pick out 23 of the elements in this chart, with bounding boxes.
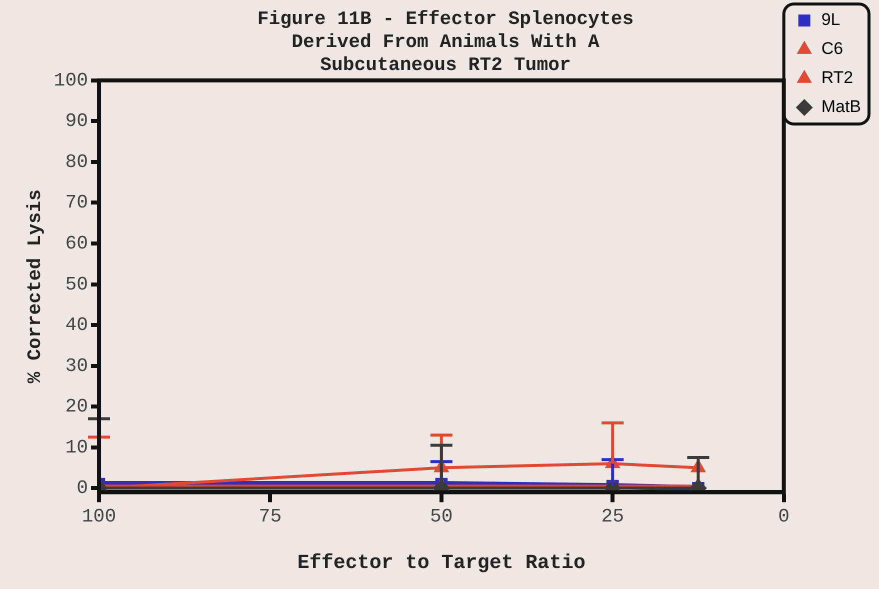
legend-label: MatB (821, 97, 862, 116)
y-tick-label: 40 (65, 314, 88, 336)
x-tick-label: 75 (258, 506, 282, 528)
x-tick-label: 50 (430, 506, 453, 528)
x-tick-label: 100 (82, 506, 116, 528)
x-axis-title: Effector to Target Ratio (297, 552, 586, 576)
y-tick-label: 60 (65, 232, 88, 255)
legend-label: C6 (821, 39, 844, 58)
y-tick-label: 20 (65, 396, 88, 418)
x-tick-label: 25 (601, 506, 624, 528)
legend-label: RT2 (821, 68, 854, 88)
legend-label: 9L (821, 10, 840, 30)
y-tick-label: 0 (76, 477, 88, 500)
y-tick-label: 100 (54, 69, 88, 92)
y-tick-label: 90 (65, 110, 88, 132)
y-axis-title: % Corrected Lysis (24, 189, 46, 384)
chart-title: Figure 11B - Effector Splenocytes Derived From Animals With A Subcutaneous RT2 Tumor (257, 8, 634, 76)
y-tick-label: 80 (65, 150, 88, 173)
y-tick-label: 10 (65, 436, 88, 458)
y-tick-label: 50 (65, 273, 88, 296)
x-tick-label: 0 (778, 506, 790, 528)
y-tick-label: 70 (65, 192, 88, 214)
y-tick-label: 30 (65, 354, 88, 377)
